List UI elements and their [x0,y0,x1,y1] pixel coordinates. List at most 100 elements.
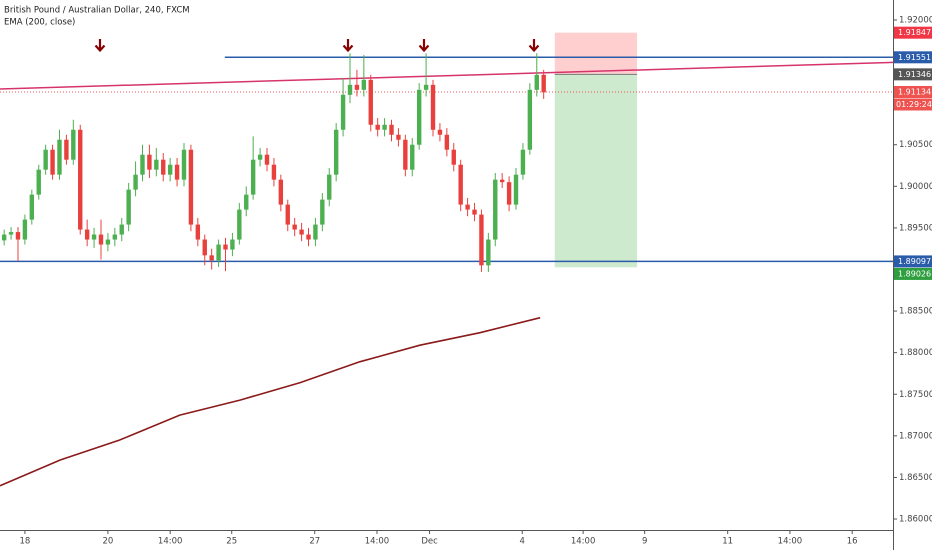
candle-body [493,179,498,240]
candle-body [181,149,187,180]
x-tick-label: 14:00 [365,537,390,547]
y-tick-label: 1.88000 [899,348,932,358]
price-label: 1.89026 [898,269,931,278]
price-label-bg [894,255,932,268]
y-tick-label: 1.86500 [899,473,932,483]
x-tick-label: 14:00 [571,537,596,547]
x-tick-label: 20 [102,537,113,547]
candle-body [306,234,311,240]
candle-body [527,89,533,150]
candle-body [105,239,111,245]
candle-body [8,232,14,235]
price-label-bg [894,85,932,98]
candle-body [416,89,422,145]
candle-body [430,84,436,130]
x-tick-label: 14:00 [778,537,803,547]
x-tick-label: 9 [642,537,647,547]
price-label-bg [894,51,932,64]
candle-body [403,139,408,170]
price-label-bg [894,68,932,81]
y-tick-label: 1.86000 [899,515,932,525]
y-tick-label: 1.87500 [899,390,932,400]
y-tick-label: 1.90500 [899,140,932,150]
countdown: 01:29:24 [896,100,932,109]
price-label: 1.91847 [898,28,931,37]
chart-title: British Pound / Australian Dollar, 240, … [4,6,190,16]
candle-body [71,129,76,160]
arrow [528,39,540,53]
y-tick-label: 1.90000 [899,182,932,192]
ema-line [0,316,541,487]
candle-body [237,209,242,240]
candle-body [458,164,463,205]
candle-body [465,204,470,210]
candle-body [133,174,138,190]
price-label: 1.91346 [898,70,931,79]
candle-body [250,159,256,195]
arrow [94,39,106,53]
candle-body [126,189,131,225]
candle-body [396,134,401,140]
arrow [342,39,354,53]
price-label: 1.91551 [898,53,931,62]
candle-body [292,224,297,230]
candle-body [84,229,90,240]
candle-body [389,124,394,135]
candle-body [161,159,166,175]
trend-line [0,61,894,90]
price-label: 1.91134 [898,87,931,96]
candle-body [437,129,443,135]
candle-body [195,224,201,240]
x-tick-label: 25 [226,537,237,547]
candle-body [98,234,104,245]
candle-body [534,74,539,90]
candle-body [513,174,519,205]
candle-body [520,149,526,175]
candle-body [264,154,270,165]
y-tick-label: 1.92000 [899,15,932,25]
indicator-label: EMA (200, close) [4,18,75,28]
candle-body [499,179,505,183]
x-tick-label: 4 [520,537,525,547]
candle-body [479,214,484,266]
candle-body [112,234,118,240]
x-tick-label: 16 [847,537,858,547]
y-tick-label: 1.87000 [899,431,932,441]
candle-body [1,234,7,241]
candle-body [91,234,97,240]
candle-body [140,154,145,175]
candle-body [278,179,284,205]
candle-body [244,194,249,210]
candle-body [216,244,221,261]
candle-body [22,219,28,240]
candle-body [154,159,159,170]
stop-zone [554,32,638,75]
candle-body [188,149,194,225]
candle-body [410,144,415,170]
candle-body [36,169,41,195]
candle-body [313,224,318,240]
candle-body [271,164,277,180]
candle-body [230,239,235,250]
annotation-arrows [94,39,540,53]
candle-body [285,204,290,225]
candle-body [423,84,429,90]
candle-body [541,74,546,93]
candle-body [64,139,69,160]
candle-body [223,244,228,250]
candle-body [382,124,387,130]
x-tick-label: 27 [309,537,320,547]
candle-body [347,84,353,95]
layer [1,53,546,272]
price-label-bg [894,26,932,39]
layer [0,56,894,487]
arrow [418,39,430,53]
layer: 1.91847 1.91551 1.91346 1.91134 01:29:24 1.89… [894,26,932,280]
candle-body [506,182,512,205]
candle-body [209,255,214,261]
candle-body [375,124,380,130]
candle-body [340,94,346,130]
x-tick-label: 18 [19,537,30,547]
candle-body [257,154,263,160]
